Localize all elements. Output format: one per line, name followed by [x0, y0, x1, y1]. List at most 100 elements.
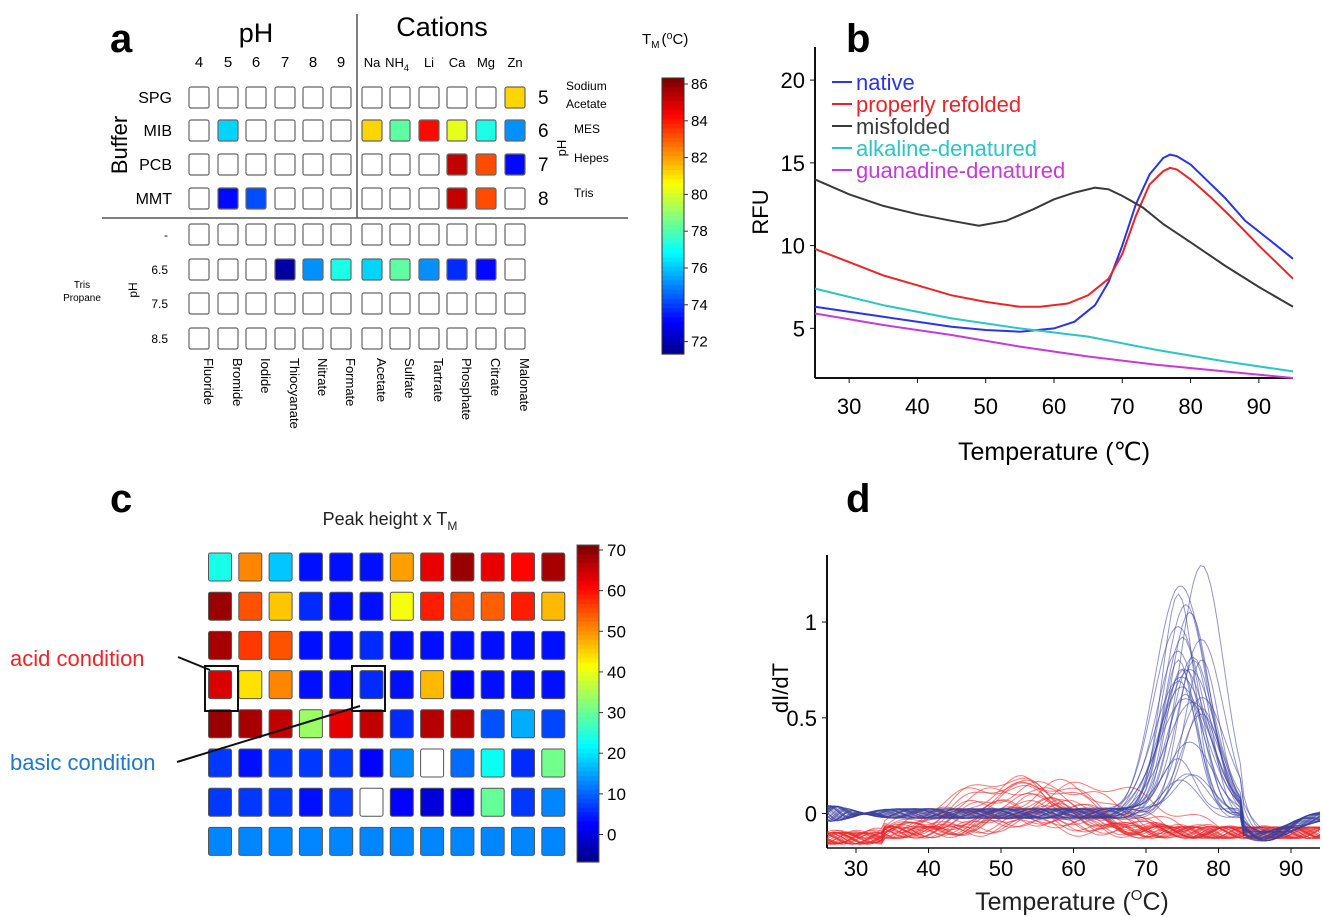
heatmap-cell [480, 709, 505, 739]
heatmap-cell [389, 223, 411, 246]
anion-label: Thiocyanate [287, 358, 302, 429]
heatmap-cell [504, 258, 526, 281]
heatmap-cell [217, 187, 239, 210]
anion-label: Iodide [258, 358, 273, 393]
heatmap-cell [475, 119, 497, 142]
y-axis-label: RFU [748, 189, 773, 234]
heatmap-cell [208, 630, 232, 660]
heatmap-cell [511, 552, 535, 582]
x-tick-label: 50 [989, 856, 1013, 881]
anion-label: Phosphate [459, 358, 474, 420]
colorbar-segment [662, 156, 684, 162]
heatmap-cell [329, 787, 354, 817]
colorbar-segment [662, 160, 684, 166]
colorbar-segment [577, 676, 599, 682]
colorbar-segment [662, 128, 684, 134]
colorbar-segment [577, 585, 599, 591]
heatmap-cell [361, 153, 383, 176]
heatmap-cell [302, 292, 324, 315]
panel-a-headers: pH Cations Buffer pH Tris Propane pH TM(… [63, 12, 688, 304]
heatmap-cell [511, 826, 535, 856]
heatmap-cell [504, 86, 526, 109]
heatmap-cell [420, 670, 445, 700]
heatmap-cell [480, 552, 505, 582]
x-axis-label-text: Temperature ( [958, 438, 1114, 466]
heatmap-cell [541, 748, 566, 778]
cation-column-label: NH4 [385, 55, 409, 73]
right-ph-value: 6 [538, 121, 549, 142]
anion-label: Acetate [374, 358, 389, 402]
heatmap-cell [389, 670, 414, 700]
heatmap-cell [274, 223, 296, 246]
x-tick-label: 80 [1206, 856, 1230, 881]
right-ph-value: 5 [538, 88, 549, 109]
heatmap-cell [450, 630, 475, 660]
colorbar-segment [662, 174, 684, 180]
colorbar-segment [577, 852, 599, 859]
y-tick-label: 1 [805, 610, 817, 635]
heatmap-cell [418, 187, 440, 210]
blue-curve [827, 698, 1321, 841]
heatmap-cell [359, 630, 384, 660]
heatmap-cell [208, 709, 232, 739]
heatmap-cell [298, 630, 323, 660]
colorbar-segment [577, 753, 599, 759]
x-tick-label: 60 [1061, 856, 1085, 881]
right-ph-label: pH [554, 140, 569, 157]
colorbar-segment [577, 785, 599, 791]
heatmap-cell [511, 709, 535, 739]
heatmap-cell [329, 826, 354, 856]
heatmap-cell [330, 187, 352, 210]
heatmap-cell [188, 223, 210, 246]
x-tick-label: 30 [837, 394, 861, 419]
x-tick-label: 70 [1134, 856, 1158, 881]
heatmap-cell [480, 591, 505, 621]
heatmap-cell [446, 86, 468, 109]
heatmap-cell [329, 552, 354, 582]
heatmap-cell [298, 748, 323, 778]
heatmap-cell [268, 787, 293, 817]
colorbar-segment [662, 142, 684, 148]
panel-b-line-chart: 30 40 50 60 70 80 90 5 10 15 20 Temperature (℃) RFU n… [748, 47, 1294, 466]
heatmap-cell [446, 187, 468, 210]
x-tick-label: 70 [1110, 394, 1134, 419]
colorbar-segment [577, 775, 599, 782]
heatmap-cell [238, 552, 263, 582]
colorbar-segment [577, 644, 599, 650]
panel-label-a: a [110, 17, 133, 61]
heatmap-cell [302, 258, 324, 281]
colorbar-segment [577, 821, 599, 827]
heatmap-cell [298, 670, 323, 700]
cation-column-label: Li [424, 55, 434, 70]
colorbar-segment [577, 771, 599, 777]
heatmap-cell [302, 119, 324, 142]
heatmap-cell [420, 748, 445, 778]
anion-label: Malonate [517, 358, 532, 411]
legend-label: native [856, 70, 915, 95]
heatmap-cell [446, 153, 468, 176]
heatmap-cell [238, 826, 263, 856]
heatmap-cell [511, 591, 535, 621]
colorbar-segment [662, 280, 684, 286]
heatmap-cell [274, 258, 296, 281]
colorbar-segment [577, 744, 599, 750]
heatmap-cell [188, 119, 210, 142]
legend-label: misfolded [856, 114, 950, 139]
anion-label: Formate [343, 358, 358, 406]
heatmap-cell [188, 86, 210, 109]
colorbar-segment [577, 576, 599, 582]
colorbar-segment [577, 825, 599, 831]
colorbar-segment [662, 206, 684, 212]
colorbar-segment [662, 78, 684, 84]
colorbar-segment [662, 82, 684, 88]
heatmap-cell [298, 787, 323, 817]
colorbar-segment [577, 812, 599, 818]
heatmap-cell [450, 709, 475, 739]
heatmap-cell [208, 591, 232, 621]
heatmap-cell [330, 327, 352, 350]
heatmap-cell [420, 630, 445, 660]
heatmap-cell [504, 187, 526, 210]
colorbar-segment [577, 621, 599, 628]
